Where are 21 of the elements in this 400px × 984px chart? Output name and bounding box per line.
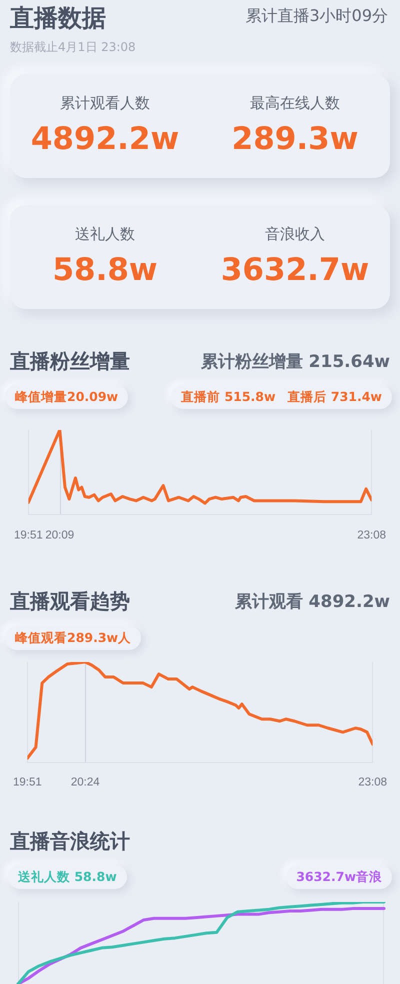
x-tick-label: 20:09 bbox=[45, 529, 74, 542]
x-tick-label: 19:51 bbox=[14, 529, 43, 542]
tag-pill: 峰值观看289.3w人 bbox=[5, 626, 142, 650]
x-tick-label: 19:51 bbox=[13, 776, 42, 788]
chart-title: 直播音浪统计 bbox=[10, 829, 130, 853]
text: 累计观看 4892.2w bbox=[234, 592, 390, 612]
x-tick-label: 20:24 bbox=[70, 776, 100, 788]
tag-pill: 3632.7w音浪 bbox=[286, 865, 392, 889]
stat-card: 送礼人数 58.8w 音浪收入 3632.7w bbox=[10, 205, 390, 309]
tag-pill: 送礼人数 58.8w bbox=[8, 865, 127, 889]
x-tick-label: 23:08 bbox=[357, 529, 386, 542]
text: 累计直播3小时09分 bbox=[245, 6, 388, 25]
stat-card: 累计观看人数 4892.2w 最高在线人数 289.3w bbox=[10, 74, 390, 178]
text: 累计粉丝增量 215.64w bbox=[200, 352, 390, 372]
tag-pill: 峰值增量20.09w bbox=[5, 385, 128, 409]
text: 直播数据 bbox=[10, 4, 106, 32]
text: 数据截止4月1日 23:08 bbox=[10, 40, 136, 54]
chart-title: 直播观看趋势 bbox=[10, 589, 130, 613]
x-tick-label: 23:08 bbox=[358, 776, 387, 788]
tag-pill: 直播前 515.8w 直播后 731.4w bbox=[171, 385, 392, 409]
chart-title: 直播粉丝增量 bbox=[10, 349, 130, 373]
